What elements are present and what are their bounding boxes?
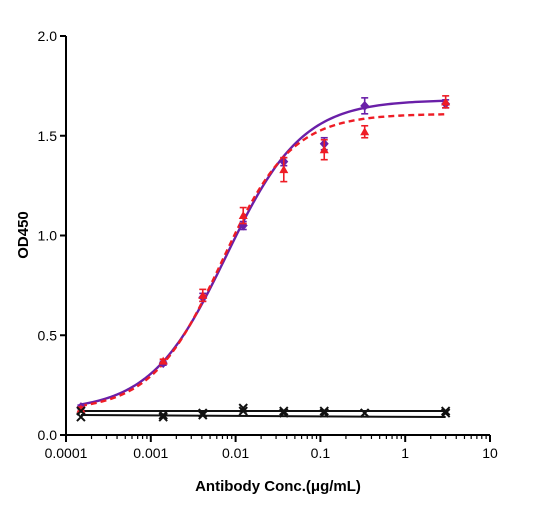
- series-1-fit-line: [80, 99, 446, 406]
- axes: [65, 36, 490, 436]
- y-tick-label: 1.5: [38, 128, 58, 144]
- series-2-point: [279, 165, 289, 174]
- series-4-point: [279, 406, 289, 416]
- x-tick-label: 1: [401, 445, 409, 461]
- y-tick-label: 0.5: [38, 327, 58, 343]
- x-tick-label: 0.1: [311, 445, 331, 461]
- series-2-point: [76, 404, 86, 413]
- series-2-point: [441, 97, 451, 106]
- series-4-fit-line: [80, 414, 446, 419]
- x-tick-label: 10: [482, 445, 498, 461]
- tick-labels: 0.0 0.5 1.0 1.5 2.0 0.0001 0.001 0.01 0.1 1 10: [38, 28, 498, 461]
- series-3-point: [319, 408, 329, 418]
- series-3-point: [238, 406, 248, 416]
- y-tick-label: 1.0: [38, 228, 58, 244]
- series-4-point: [158, 412, 168, 422]
- series-4-point: [76, 412, 86, 422]
- series-2-fit-line: [80, 113, 446, 407]
- data-points: [76, 95, 451, 422]
- ticks: [60, 35, 491, 442]
- y-tick-label: 0.0: [38, 427, 58, 443]
- x-tick-label: 0.01: [222, 445, 249, 461]
- series-2-point: [198, 290, 208, 299]
- series-3-point: [198, 408, 208, 418]
- series-4-point: [238, 403, 248, 413]
- x-tick-label: 0.0001: [45, 445, 88, 461]
- fit-curves: [80, 99, 446, 419]
- series-2-point: [158, 356, 168, 365]
- x-tick-label: 0.001: [133, 445, 168, 461]
- series-3-point: [279, 408, 289, 418]
- series-1-point: [360, 100, 370, 111]
- series-4-point: [359, 408, 370, 418]
- series-2-point: [238, 211, 248, 220]
- y-tick-label: 2.0: [38, 28, 58, 44]
- series-2-point: [360, 127, 370, 136]
- series-4-point: [440, 408, 451, 418]
- series-2-point: [319, 145, 329, 154]
- y-axis-title: OD450: [15, 211, 32, 259]
- series-3-point: [440, 406, 451, 416]
- series-3-point: [158, 410, 168, 420]
- series-4-point: [319, 406, 329, 416]
- series-4-point: [198, 410, 208, 420]
- x-axis-title: Antibody Conc.(μg/mL): [195, 478, 361, 495]
